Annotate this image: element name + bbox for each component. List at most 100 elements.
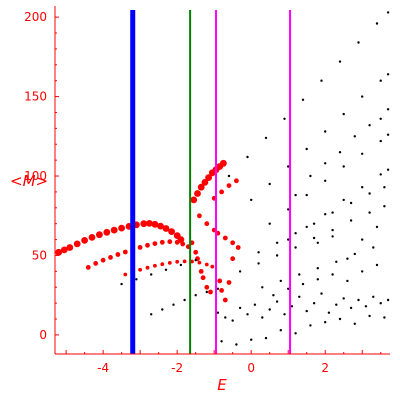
- series-5-point-85: [372, 295, 375, 298]
- series-2-point-4: [153, 263, 157, 268]
- series-2-point-6: [167, 261, 172, 265]
- series-4-point-8: [222, 235, 228, 241]
- series-1-point-1: [93, 261, 99, 266]
- series-4: [189, 178, 241, 303]
- series-5-point-26: [386, 133, 390, 136]
- series-5-point-44: [275, 254, 279, 257]
- series-5-point-57: [150, 313, 153, 316]
- series-5-point-13: [305, 147, 308, 151]
- series-3-point-2: [197, 183, 205, 191]
- series-5-point-119: [353, 135, 356, 138]
- series-5-point-18: [386, 73, 390, 76]
- series-5-point-94: [309, 324, 312, 327]
- series-5-point-79: [327, 311, 331, 314]
- series-2: [123, 259, 215, 277]
- series-5-point-3: [283, 117, 286, 121]
- series-5-point-17: [379, 79, 382, 82]
- series-5-point-42: [238, 270, 242, 273]
- series-5-point-35: [275, 241, 279, 244]
- series-4-point-22: [226, 280, 232, 285]
- series-1-point-4: [115, 252, 121, 257]
- series-0-point-12: [140, 220, 148, 228]
- series-4-point-1: [219, 189, 225, 195]
- series-5-point-111: [331, 273, 334, 276]
- series-1-point-8: [145, 242, 150, 248]
- series-5-point-15: [342, 112, 345, 116]
- series-4-point-15: [200, 275, 206, 281]
- series-5-point-91: [264, 336, 268, 340]
- series-5-point-101: [279, 279, 282, 283]
- series-5-point-80: [335, 303, 338, 306]
- series-4-point-5: [204, 221, 210, 227]
- series-5-point-115: [294, 193, 297, 197]
- series-5-point-34: [257, 251, 260, 254]
- series-5-point-53: [150, 273, 153, 276]
- series-2-point-8: [182, 259, 187, 264]
- series-3-point-1: [194, 190, 201, 197]
- x-tick-label: -2: [171, 361, 183, 375]
- series-5-point-126: [361, 238, 364, 241]
- series-5-point-22: [324, 179, 327, 182]
- series-5-point-109: [301, 282, 305, 286]
- series-5-point-8: [375, 22, 379, 25]
- series-3-point-3: [201, 179, 209, 186]
- series-2-point-5: [160, 262, 165, 267]
- series-0-point-0: [55, 248, 63, 256]
- series-5-point-46: [312, 236, 316, 240]
- series-5-point-106: [372, 246, 375, 249]
- series-1: [85, 239, 191, 270]
- series-5-point-16: [361, 95, 364, 98]
- series-4-point-16: [204, 284, 210, 290]
- series-5-point-108: [287, 287, 290, 290]
- series-5-point-104: [335, 260, 338, 263]
- y-tick-label: 100: [24, 169, 47, 183]
- y-tick-label: 50: [32, 248, 47, 262]
- series-5-point-113: [361, 270, 364, 273]
- series-4-point-9: [230, 240, 236, 246]
- series-5-point-76: [305, 309, 308, 313]
- series-5-point-9: [386, 11, 390, 14]
- data-layer: [55, 11, 390, 346]
- series-5-point-51: [120, 282, 123, 286]
- series-5-point-75: [298, 295, 301, 298]
- series-5-point-7: [357, 41, 360, 44]
- series-4-point-19: [219, 288, 225, 293]
- series-5-point-74: [290, 305, 294, 308]
- series-0-point-3: [73, 240, 81, 248]
- series-5-point-39: [349, 201, 353, 205]
- series-4-point-20: [222, 297, 228, 303]
- series-1-point-2: [100, 257, 106, 263]
- series-5-point-121: [379, 117, 382, 121]
- series-2-point-10: [197, 260, 202, 265]
- series-5-point-107: [272, 294, 275, 297]
- series-5-point-62: [205, 290, 208, 294]
- series-5-point-87: [386, 298, 390, 302]
- series-5-point-112: [346, 279, 349, 283]
- series-5-point-38: [331, 211, 334, 214]
- series-5-point-4: [301, 98, 305, 102]
- x-tick-label: -4: [97, 361, 109, 375]
- series-5-point-25: [379, 139, 382, 143]
- series-5-point-48: [349, 219, 353, 222]
- series-5-point-105: [353, 252, 356, 256]
- series-0-point-6: [96, 231, 103, 239]
- series-5-point-92: [279, 329, 282, 332]
- series-5-point-12: [287, 165, 290, 168]
- series-5-point-98: [368, 314, 371, 318]
- series-5-point-118: [338, 151, 342, 154]
- series-5-point-82: [349, 306, 353, 310]
- series-5-point-65: [224, 316, 227, 319]
- series-5-point-55: [179, 263, 183, 267]
- series-5-point-83: [357, 298, 360, 302]
- y-tick-label: 150: [24, 90, 47, 104]
- series-2-point-2: [138, 267, 143, 272]
- series-5-point-78: [320, 292, 323, 295]
- series-5-point-33: [386, 168, 390, 171]
- series-5-point-86: [379, 302, 382, 305]
- series-5-point-88: [220, 340, 223, 343]
- series-0-point-13: [146, 220, 153, 227]
- series-4-point-3: [234, 178, 239, 184]
- series-1-point-3: [108, 255, 113, 260]
